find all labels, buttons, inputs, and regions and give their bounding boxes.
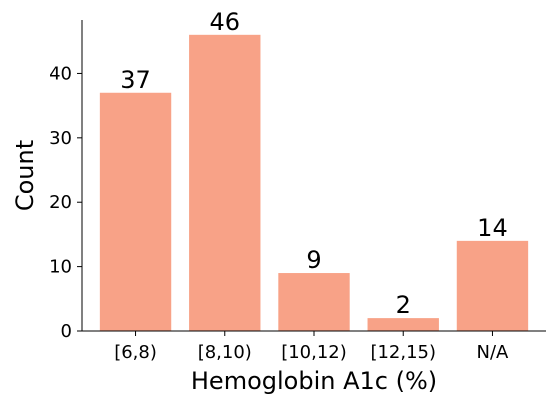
data-label-0: 37 [120,66,151,94]
x-tick-label-1: [8,10) [198,342,252,363]
y-tick-label-4: 40 [49,63,72,84]
data-label-2: 9 [306,246,321,274]
x-axis-ticks: [6,8) [8,10) [10,12) [12,15) N/A [114,331,509,363]
y-tick-label-2: 20 [49,192,72,213]
y-axis-title: Count [11,140,39,211]
x-tick-label-2: [10,12) [281,342,347,363]
bar-0 [99,92,172,331]
data-label-4: 14 [477,214,508,242]
data-labels-group: 37 46 9 2 14 [120,8,507,319]
y-tick-label-1: 10 [49,257,72,278]
x-tick-label-3: [12,15) [370,342,436,363]
data-label-3: 2 [396,291,411,319]
y-tick-label-3: 30 [49,128,72,149]
bar-1 [189,34,261,332]
bar-2 [278,273,350,331]
x-tick-label-0: [6,8) [114,342,157,363]
y-tick-label-0: 0 [61,321,72,342]
bar-3 [367,318,439,331]
x-axis-title: Hemoglobin A1c (%) [191,367,437,395]
bar-4 [456,240,529,331]
x-tick-label-4: N/A [477,342,510,363]
y-axis-ticks: 0 10 20 30 40 [49,63,82,342]
bars-group [99,34,529,332]
data-label-1: 46 [209,8,240,36]
